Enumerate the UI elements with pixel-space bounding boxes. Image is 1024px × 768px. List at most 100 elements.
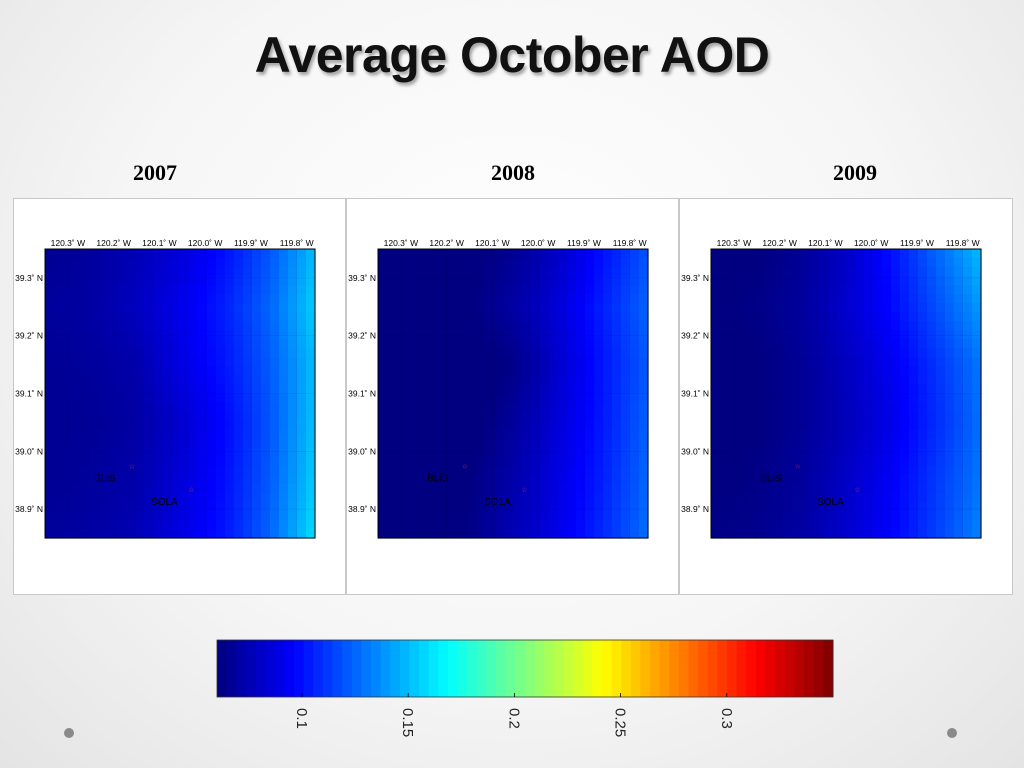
- heatmap-cell: [72, 465, 82, 476]
- heatmap-cell: [306, 420, 316, 431]
- heatmap-cell: [918, 402, 928, 413]
- heatmap-cell: [72, 258, 82, 268]
- heatmap-cell: [414, 510, 424, 521]
- heatmap-cell: [198, 375, 208, 386]
- heatmap-cell: [513, 528, 523, 539]
- heatmap-cell: [234, 375, 244, 386]
- y-tick-label: 39.3˚ N: [348, 273, 376, 283]
- heatmap-cell: [720, 249, 730, 259]
- heatmap-cell: [918, 366, 928, 377]
- heatmap-cell: [720, 501, 730, 512]
- heatmap-cell: [189, 375, 199, 386]
- heatmap-cell: [522, 384, 532, 395]
- heatmap-cell: [216, 384, 226, 395]
- heatmap-cell: [594, 519, 604, 530]
- heatmap-cell: [72, 249, 82, 259]
- heatmap-cell: [495, 528, 505, 539]
- heatmap-cell: [252, 375, 262, 386]
- heatmap-cell: [180, 249, 190, 259]
- heatmap-cell: [540, 519, 550, 530]
- heatmap-cell: [252, 393, 262, 404]
- heatmap-cell: [837, 528, 847, 539]
- heatmap-cell: [801, 357, 811, 368]
- heatmap-cell: [162, 438, 172, 449]
- heatmap-cell: [45, 510, 55, 521]
- heatmap-cell: [936, 429, 946, 440]
- heatmap-cell: [585, 321, 595, 331]
- heatmap-cell: [639, 420, 649, 431]
- heatmap-cell: [918, 357, 928, 368]
- heatmap-cell: [630, 249, 640, 259]
- heatmap-cell: [594, 510, 604, 521]
- heatmap-cell: [81, 303, 91, 313]
- heatmap-cell: [513, 393, 523, 404]
- heatmap-cell: [855, 348, 865, 358]
- heatmap-cell: [972, 438, 982, 449]
- heatmap-cell: [621, 366, 631, 377]
- heatmap-cell: [468, 366, 478, 377]
- heatmap-cell: [504, 267, 514, 277]
- heatmap-cell: [972, 456, 982, 467]
- heatmap-cell: [711, 267, 721, 277]
- heatmap-cell: [621, 339, 631, 349]
- heatmap-cell: [207, 420, 217, 431]
- heatmap-cell: [576, 429, 586, 440]
- heatmap-cell: [963, 438, 973, 449]
- heatmap-cell: [396, 402, 406, 413]
- heatmap-cell: [936, 483, 946, 494]
- heatmap-cell: [891, 294, 901, 304]
- heatmap-cell: [576, 474, 586, 485]
- heatmap-cell: [558, 339, 568, 349]
- heatmap-cell: [522, 357, 532, 368]
- heatmap-cell: [207, 501, 217, 512]
- heatmap-cell: [405, 510, 415, 521]
- heatmap-cell: [450, 456, 460, 467]
- heatmap-cell: [225, 501, 235, 512]
- heatmap-cell: [873, 249, 883, 259]
- heatmap-cell: [576, 348, 586, 358]
- heatmap-cell: [837, 519, 847, 530]
- heatmap-cell: [783, 267, 793, 277]
- heatmap-cell: [45, 429, 55, 440]
- heatmap-cell: [99, 402, 109, 413]
- heatmap-cell: [846, 501, 856, 512]
- heatmap-cell: [738, 456, 748, 467]
- heatmap-cell: [828, 447, 838, 458]
- heatmap-cell: [936, 474, 946, 485]
- heatmap-cell: [963, 420, 973, 431]
- heatmap-cell: [396, 312, 406, 322]
- y-tick-label: 39.3˚ N: [681, 273, 709, 283]
- heatmap-cell: [180, 438, 190, 449]
- heatmap-cell: [612, 375, 622, 386]
- heatmap-cell: [270, 339, 280, 349]
- heatmap-cell: [567, 492, 577, 503]
- heatmap-cell: [171, 375, 181, 386]
- heatmap-cell: [81, 474, 91, 485]
- heatmap-cell: [108, 501, 118, 512]
- heatmap-cell: [585, 429, 595, 440]
- heatmap-cell: [117, 294, 127, 304]
- y-tick-label: 39.0˚ N: [15, 446, 43, 456]
- heatmap-cell: [423, 393, 433, 404]
- heatmap-cell: [450, 519, 460, 530]
- heatmap-cell: [585, 357, 595, 368]
- heatmap-cell: [189, 258, 199, 268]
- heatmap-cell: [540, 357, 550, 368]
- heatmap-cell: [828, 375, 838, 386]
- heatmap-cell: [225, 393, 235, 404]
- heatmap-cell: [198, 402, 208, 413]
- heatmap-cell: [414, 474, 424, 485]
- heatmap-cell: [261, 420, 271, 431]
- heatmap-cell: [468, 438, 478, 449]
- heatmap-cell: [450, 321, 460, 331]
- heatmap-cell: [108, 303, 118, 313]
- heatmap-cell: [216, 402, 226, 413]
- heatmap-cell: [864, 528, 874, 539]
- heatmap-cell: [594, 465, 604, 476]
- heatmap-cell: [405, 402, 415, 413]
- heatmap-cell: [252, 366, 262, 377]
- heatmap-cell: [567, 393, 577, 404]
- heatmap-cell: [801, 447, 811, 458]
- heatmap-cell: [90, 294, 100, 304]
- heatmap-cell: [279, 312, 289, 322]
